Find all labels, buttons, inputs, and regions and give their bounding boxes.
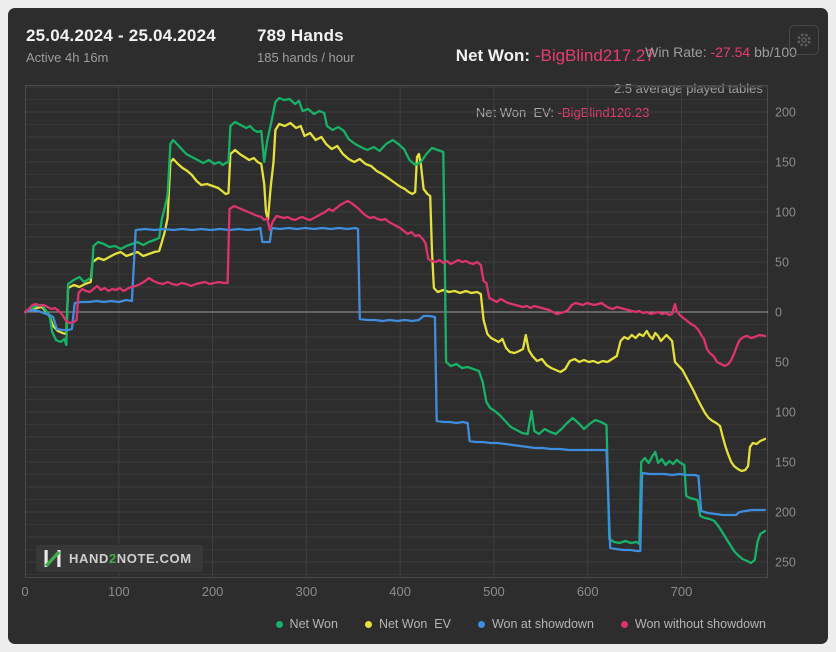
session-header: 25.04.2024 - 25.04.2024 Active 4h 16m 78… xyxy=(8,8,828,120)
y-axis-tick-label: 250 xyxy=(775,556,796,570)
x-axis-tick-label: 300 xyxy=(296,584,318,599)
hands-per-hour: 185 hands / hour xyxy=(257,50,355,65)
watermark-note: NOTE.COM xyxy=(116,551,192,566)
legend-label: Won at showdown xyxy=(491,617,594,631)
active-time: Active 4h 16m xyxy=(26,50,109,65)
legend-item-net-won-ev[interactable]: Net Won EV xyxy=(364,617,451,631)
series-line-net-won-ev xyxy=(23,121,767,473)
date-range-group: 25.04.2024 - 25.04.2024 Active 4h 16m xyxy=(26,26,216,65)
results-chart[interactable]: 200 150 100 50 0 50 100 150 200 250 0 100 200 300 400 5… xyxy=(8,85,828,613)
legend-label: Net Won EV xyxy=(378,617,451,631)
x-axis-tick-label: 0 xyxy=(21,584,28,599)
x-axis-tick-label: 100 xyxy=(108,584,130,599)
x-axis-tick-label: 400 xyxy=(389,584,411,599)
session-results-panel: 25.04.2024 - 25.04.2024 Active 4h 16m 78… xyxy=(8,8,828,644)
net-won-ev-dot-icon xyxy=(364,620,372,628)
y-axis-tick-label: 200 xyxy=(775,106,796,120)
watermark-hand: HAND xyxy=(69,551,109,566)
x-axis-tick-label: 500 xyxy=(483,584,505,599)
y-axis-tick-label: 50 xyxy=(775,256,789,270)
legend-item-won-at-showdown[interactable]: Won at showdown xyxy=(477,617,594,631)
legend-label: Won without showdown xyxy=(634,617,766,631)
series-line-net-won xyxy=(23,96,767,565)
won-without-showdown-dot-icon xyxy=(620,620,628,628)
legend-item-won-without-showdown[interactable]: Won without showdown xyxy=(620,617,766,631)
y-axis-tick-label: 100 xyxy=(775,406,796,420)
gear-icon xyxy=(797,33,811,47)
x-axis-tick-label: 200 xyxy=(202,584,224,599)
chart-legend: Net Won Net Won EV Won at showdown Won w… xyxy=(275,617,766,631)
hands-count: 789 Hands xyxy=(257,26,344,45)
y-axis-tick-label: 50 xyxy=(775,356,789,370)
win-rate-unit: bb/100 xyxy=(750,44,797,60)
won-at-showdown-dot-icon xyxy=(477,620,485,628)
y-axis-tick-label: 150 xyxy=(775,156,796,170)
y-axis-tick-label: 200 xyxy=(775,506,796,520)
y-axis-tick-label: 150 xyxy=(775,456,796,470)
legend-item-net-won[interactable]: Net Won xyxy=(275,617,338,631)
legend-label: Net Won xyxy=(289,617,338,631)
x-axis-tick-label: 700 xyxy=(671,584,693,599)
win-rate-label: Win Rate: xyxy=(645,44,711,60)
series-line-won-at-showdown xyxy=(23,226,767,553)
net-won-label: Net Won: xyxy=(455,46,535,65)
net-won-dot-icon xyxy=(275,620,283,628)
settings-button[interactable] xyxy=(789,25,819,55)
hand2note-watermark: HAND2NOTE.COM xyxy=(36,545,203,572)
date-range: 25.04.2024 - 25.04.2024 xyxy=(26,26,216,45)
y-axis-tick-label: 0 xyxy=(775,306,782,320)
hands-group: 789 Hands 185 hands / hour xyxy=(257,26,355,65)
watermark-2: 2 xyxy=(108,551,117,566)
watermark-text: HAND2NOTE.COM xyxy=(69,551,192,566)
win-rate-group: Win Rate: -27.54 bb/100 2.5 average play… xyxy=(614,28,797,96)
avg-tables: 2.5 average played tables xyxy=(614,81,763,96)
x-axis-tick-label: 600 xyxy=(577,584,599,599)
win-rate-value: -27.54 xyxy=(710,44,751,60)
net-won-value: -BigBlind217.27 xyxy=(534,46,655,65)
plot-border xyxy=(25,85,768,578)
series-line-won-without-showdown xyxy=(23,199,767,368)
hand2note-logo-icon xyxy=(44,550,61,568)
y-axis-tick-label: 100 xyxy=(775,206,796,220)
